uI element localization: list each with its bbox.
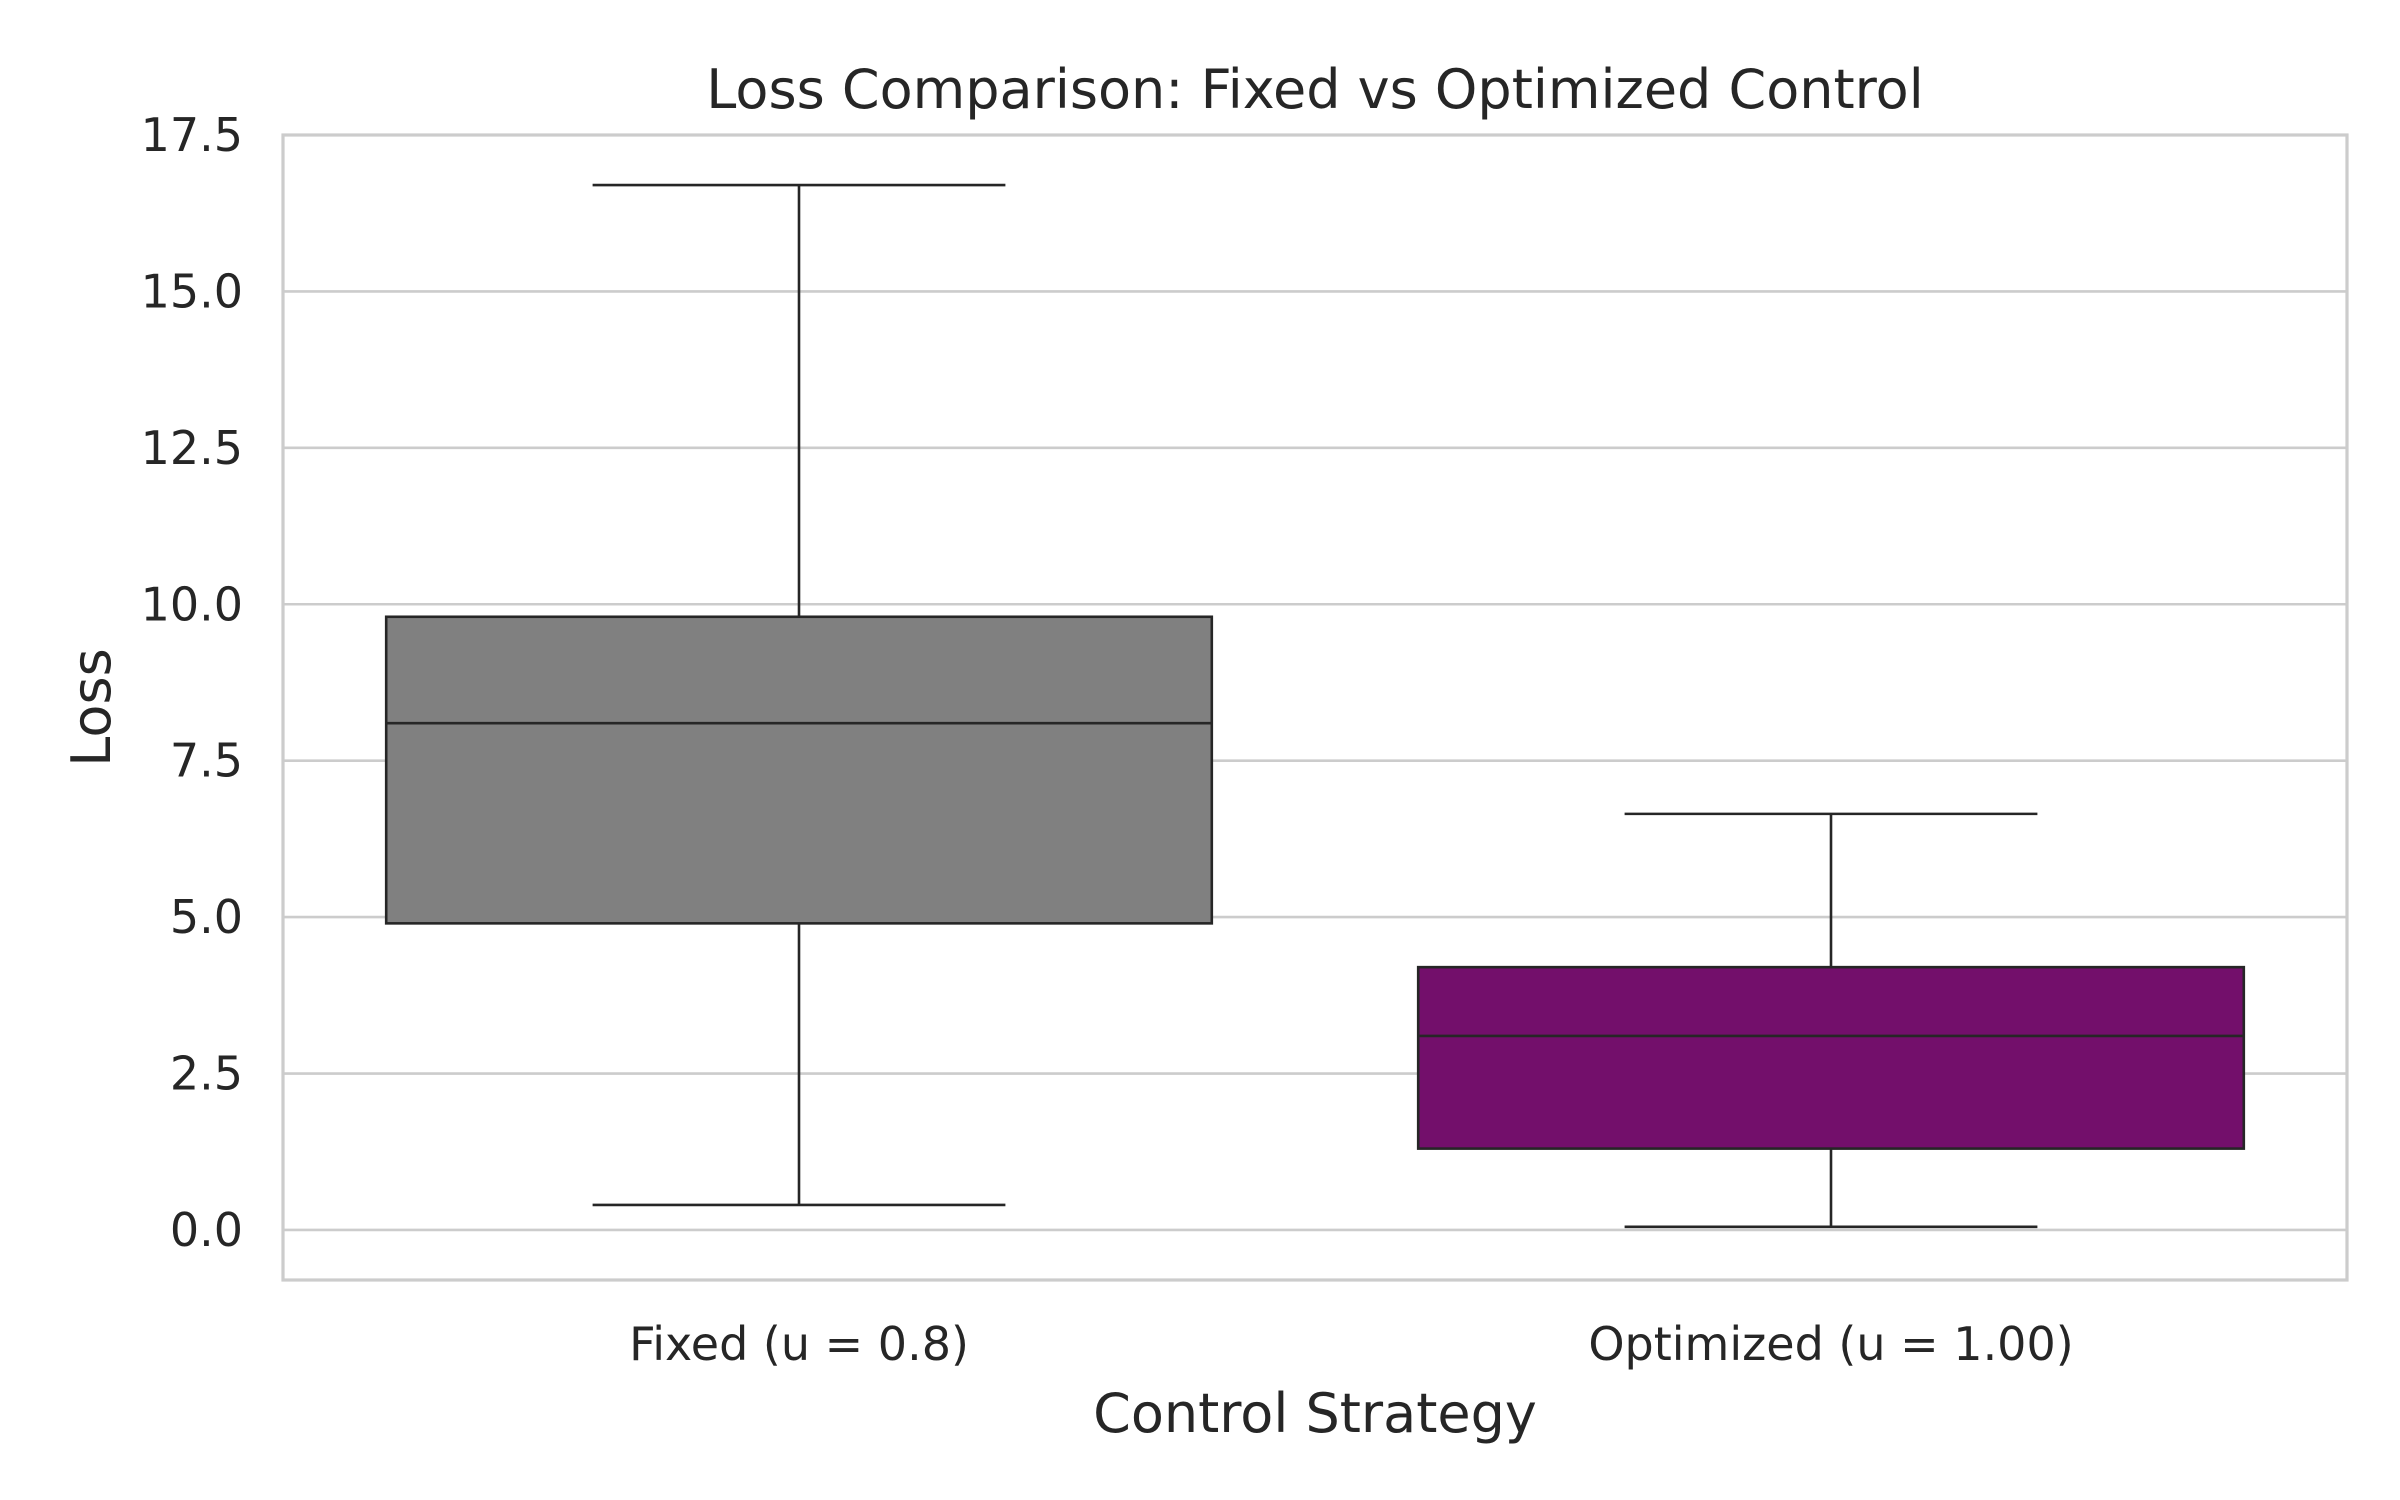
boxes-layer [384,183,2246,1229]
y-tick-label: 7.5 [170,734,243,788]
box-group [1416,812,2246,1229]
box-group [384,183,1214,1207]
y-axis-label: Loss [60,648,123,766]
iqr-box [1416,965,2246,1150]
y-tick-label: 5.0 [170,890,243,944]
chart-title: Loss Comparison: Fixed vs Optimized Cont… [706,58,1923,121]
y-tick-label: 10.0 [141,577,243,631]
y-tick-labels: 0.0 2.5 5.0 7.5 10.0 12.5 15.0 17.5 [141,108,243,1257]
x-tick-labels: Fixed (u = 0.8) Optimized (u = 1.00) [629,1317,2074,1371]
y-tick-label: 2.5 [170,1047,243,1101]
y-tick-label: 15.0 [141,264,243,318]
x-axis-label: Control Strategy [1093,1382,1537,1445]
plot-frame [281,133,2349,1282]
y-tick-label: 0.0 [170,1203,243,1257]
iqr-box [384,615,1214,925]
x-tick-label: Optimized (u = 1.00) [1588,1317,2073,1371]
y-tick-label: 12.5 [141,421,243,475]
y-tick-label: 17.5 [141,108,243,162]
x-tick-label: Fixed (u = 0.8) [629,1317,969,1371]
